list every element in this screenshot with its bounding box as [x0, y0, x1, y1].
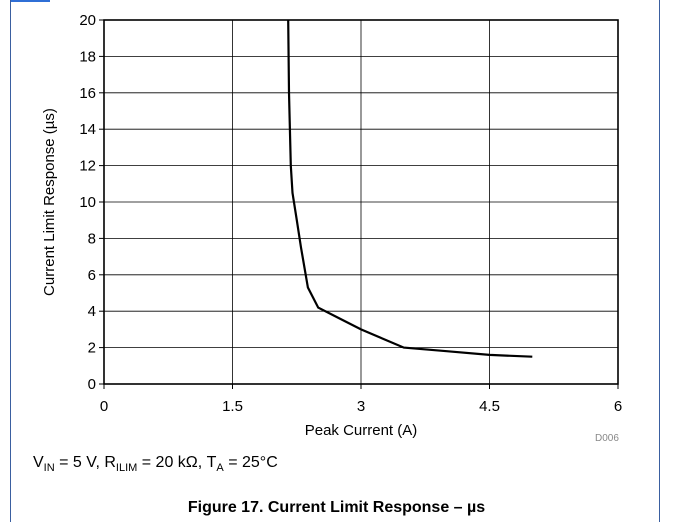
x-tick-label: 6	[614, 398, 622, 415]
x-axis-label: Peak Current (A)	[305, 422, 418, 439]
x-tick-label: 4.5	[479, 398, 500, 415]
y-tick-label: 8	[88, 230, 96, 247]
y-tick-label: 20	[79, 12, 96, 29]
frame-border-right	[659, 0, 660, 522]
y-tick-label: 6	[88, 267, 96, 284]
x-tick-label: 1.5	[222, 398, 243, 415]
y-tick-label: 4	[88, 303, 96, 320]
y-axis-label: Current Limit Response (µs)	[41, 108, 58, 296]
y-tick-label: 14	[79, 121, 96, 138]
series-line	[287, 19, 533, 358]
current-limit-chart: 0 2 4 6 8 10 12 14 16 18 20 0 1.5 3 4.5 6 Peak Current…	[41, 12, 622, 439]
figure-code: D006	[595, 433, 619, 444]
y-tick-label: 2	[88, 340, 96, 357]
figure-link-marker	[10, 0, 50, 2]
y-tick-label: 0	[88, 376, 96, 393]
test-conditions: VIN = 5 V, RILIM = 20 kΩ, TA = 25°C	[33, 454, 278, 475]
y-tick-label: 18	[79, 48, 96, 65]
x-tick-label: 0	[100, 398, 108, 415]
x-tick-labels: 0 1.5 3 4.5 6	[100, 384, 622, 415]
y-tick-label: 16	[79, 85, 96, 102]
y-tick-label: 12	[79, 158, 96, 175]
y-tick-labels: 0 2 4 6 8 10 12 14 16 18 20	[79, 12, 104, 393]
frame-border-left	[10, 0, 11, 522]
x-tick-label: 3	[357, 398, 365, 415]
y-tick-label: 10	[79, 194, 96, 211]
figure-caption: Figure 17. Current Limit Response – µs	[187, 499, 486, 516]
grid-lines	[104, 20, 618, 384]
plot-frame	[103, 19, 619, 385]
